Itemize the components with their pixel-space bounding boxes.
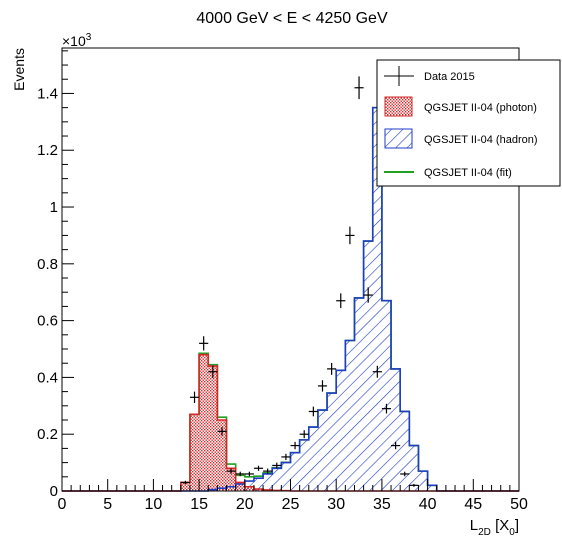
legend-box [376,59,561,187]
data-point [345,226,355,245]
x-tick-label: 40 [419,496,437,513]
data-point [391,441,401,450]
x-tick-label: 50 [510,496,528,513]
data-point [381,403,392,414]
y-tick-label: 1 [50,199,58,216]
y-multiplier-exponent: 3 [86,32,92,43]
data-point [235,471,245,477]
legend-label-photon: QGSJET II-04 (photon) [424,102,537,114]
data-point [372,365,382,378]
legend-entry-fit: QGSJET II-04 (fit) [384,167,512,179]
x-tick-label: 25 [282,496,300,513]
data-point [290,441,300,450]
y-tick-label: 0.4 [37,369,58,386]
data-point [189,391,200,403]
x-axis: 0 5 10 15 20 25 30 35 40 45 50 [58,479,528,513]
x-axis-label: L2D [X0] [470,517,519,538]
data-point [272,462,282,469]
data-point [409,483,419,487]
y-tick-label: 0 [50,483,58,500]
x-label-main: L [470,517,478,534]
x-tick-label: 35 [373,496,391,513]
y-tick-label: 0.6 [37,313,58,330]
x-label-subscript: 2D [478,527,491,538]
y-tick-label: 0.8 [37,256,58,273]
legend-label-hadron: QGSJET II-04 (hadron) [424,134,538,146]
data-point [253,465,264,471]
data-point [281,453,291,461]
x-tick-label: 15 [190,496,208,513]
x-tick-label: 10 [145,496,163,513]
y-tick-label: 0.2 [37,426,58,443]
y-tick-label: 1.2 [37,142,58,159]
legend-label-data: Data 2015 [424,71,475,83]
data-point [299,430,309,439]
legend-photon-swatch [384,96,413,117]
data-point [336,293,346,309]
x-tick-label: 5 [103,496,112,513]
y-multiplier-prefix: ×10 [62,33,86,49]
data-point [317,380,328,392]
y-axis: 0 0.2 0.4 0.6 0.8 1 1.2 1.4 [37,50,74,500]
legend-entry-hadron: QGSJET II-04 (hadron) [384,128,538,149]
y-axis-label: Events [11,48,27,91]
x-label-unit-close: ] [515,517,519,534]
data-point [217,427,227,436]
data-point [199,336,209,351]
data-point [263,468,273,474]
x-tick-label: 30 [327,496,345,513]
y-tick-label: 1.4 [37,85,58,102]
legend-entry-data: Data 2015 [384,66,475,86]
data-point [308,406,318,417]
data-point [327,362,337,375]
data-point [244,471,254,477]
chart-title: 4000 GeV < E < 4250 GeV [196,10,388,27]
legend-label-fit: QGSJET II-04 (fit) [424,167,512,179]
legend-hadron-swatch [384,128,413,149]
legend-entry-photon: QGSJET II-04 (photon) [384,96,537,117]
x-tick-label: 20 [236,496,254,513]
y-axis-multiplier: ×103 [62,32,92,49]
x-tick-label: 0 [58,496,67,513]
x-label-unit: [X [491,517,509,534]
data-point [354,76,364,100]
x-label-unit-subscript: 0 [509,527,515,538]
legend: Data 2015 QGSJET II-04 (photon) QGSJET I… [376,59,561,187]
data-point [226,468,236,474]
data-point [208,365,218,378]
data-point [400,471,410,477]
data-point [180,480,190,485]
x-tick-label: 45 [464,496,482,513]
data-point [363,287,373,303]
